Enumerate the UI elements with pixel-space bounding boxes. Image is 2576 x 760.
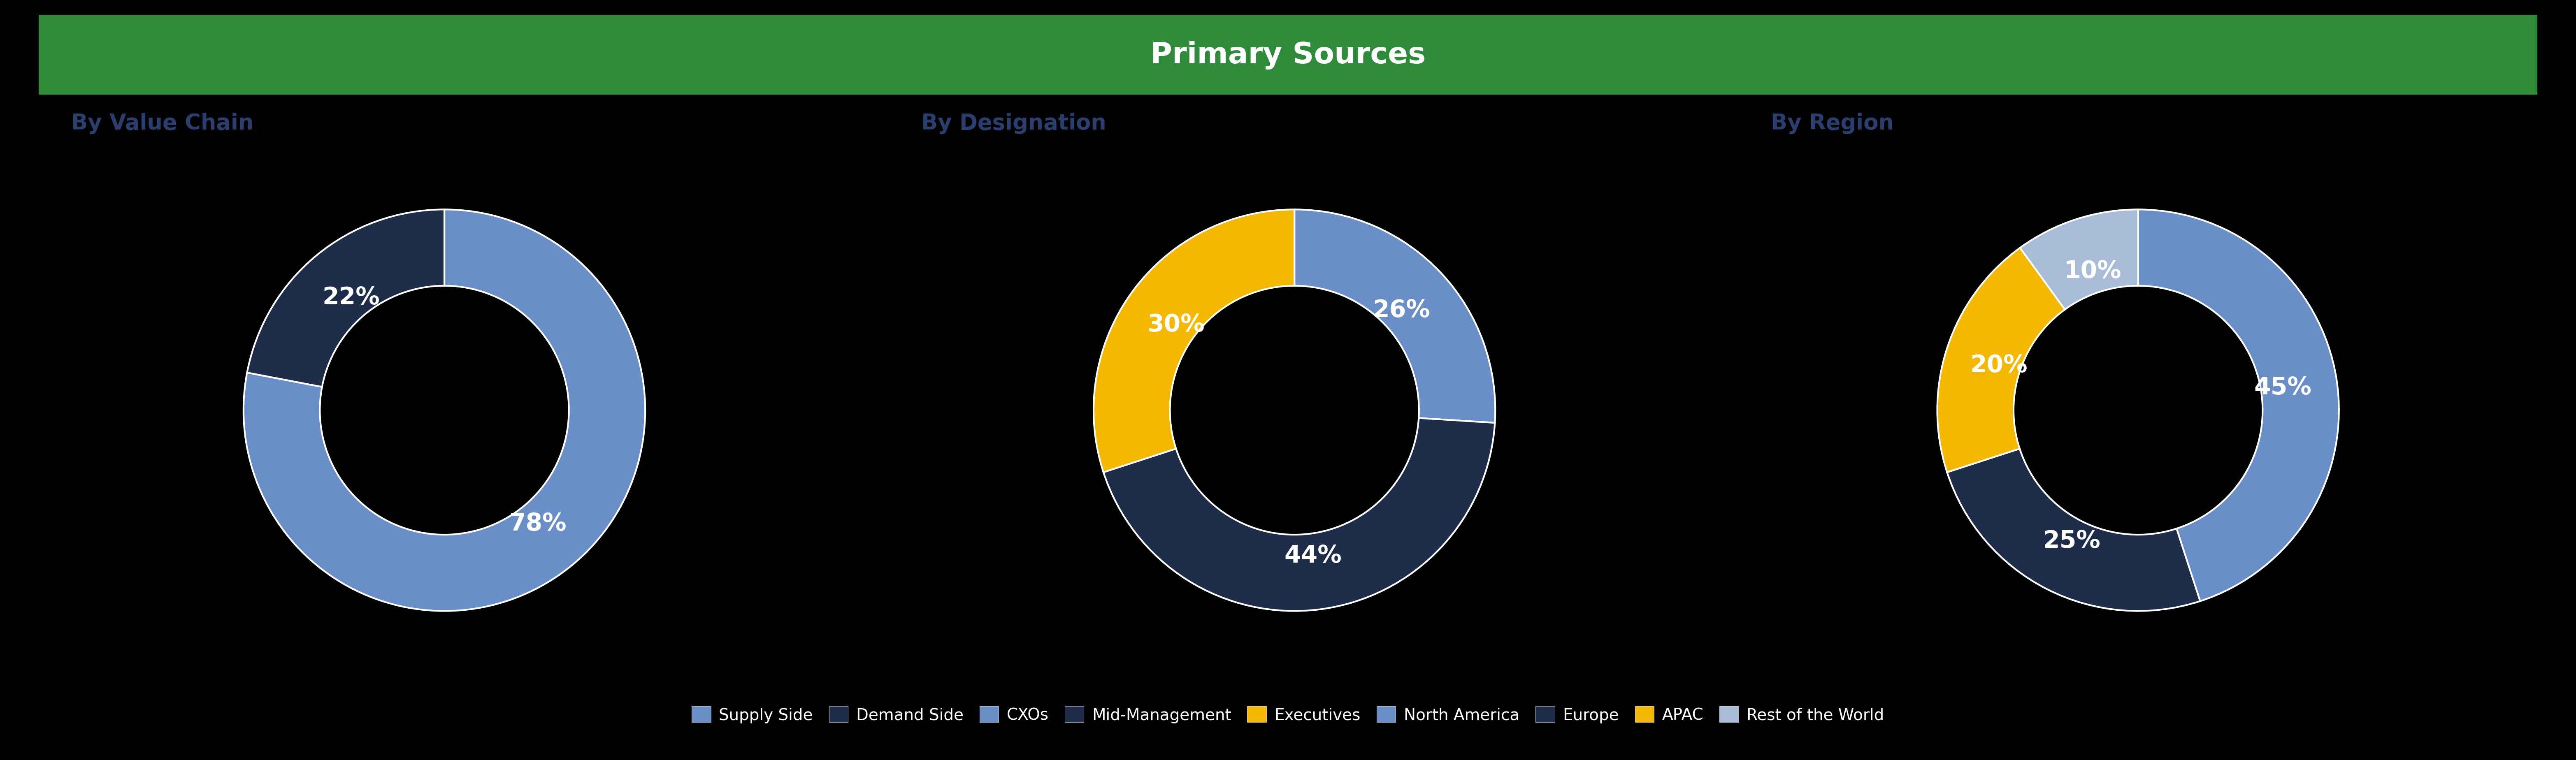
Text: 22%: 22% bbox=[322, 286, 379, 309]
Wedge shape bbox=[1937, 248, 2066, 473]
Wedge shape bbox=[2138, 210, 2339, 601]
Text: 44%: 44% bbox=[1283, 544, 1342, 568]
Text: 45%: 45% bbox=[2254, 375, 2311, 399]
Text: 25%: 25% bbox=[2043, 529, 2099, 553]
Text: Primary Sources: Primary Sources bbox=[1151, 41, 1425, 69]
Text: 26%: 26% bbox=[1373, 299, 1430, 321]
Wedge shape bbox=[1293, 210, 1494, 423]
Wedge shape bbox=[247, 210, 446, 387]
Wedge shape bbox=[2020, 210, 2138, 310]
Text: 30%: 30% bbox=[1146, 312, 1206, 336]
Text: By Region: By Region bbox=[1770, 112, 1893, 135]
Text: 78%: 78% bbox=[510, 511, 567, 535]
Wedge shape bbox=[1103, 418, 1494, 611]
Wedge shape bbox=[1095, 210, 1296, 473]
Text: By Designation: By Designation bbox=[922, 112, 1105, 135]
Wedge shape bbox=[245, 210, 644, 611]
Text: By Value Chain: By Value Chain bbox=[72, 112, 252, 135]
Text: 20%: 20% bbox=[1971, 353, 2027, 377]
Text: 10%: 10% bbox=[2063, 259, 2123, 283]
Wedge shape bbox=[1947, 449, 2200, 611]
Legend: Supply Side, Demand Side, CXOs, Mid-Management, Executives, North America, Europ: Supply Side, Demand Side, CXOs, Mid-Mana… bbox=[685, 699, 1891, 730]
